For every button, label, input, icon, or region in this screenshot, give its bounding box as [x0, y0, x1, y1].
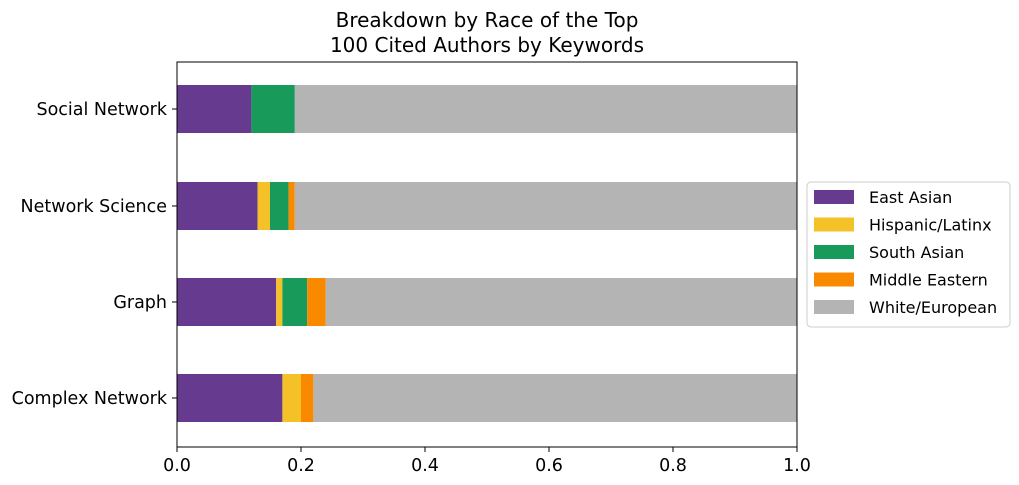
bar-segment-1-3: [251, 85, 295, 133]
bar-segment-4-4: [301, 374, 314, 422]
plot-area-frame: [176, 61, 798, 448]
chart-title-line-2: 100 Cited Authors by Keywords: [330, 33, 644, 57]
legend-label: South Asian: [869, 243, 964, 262]
chart-title: Breakdown by Race of the Top 100 Cited A…: [330, 8, 644, 57]
bar-segment-3-3: [282, 278, 308, 326]
legend-swatch: [814, 272, 854, 287]
x-axis: 0.0 0.2 0.4 0.6 0.8 1.0: [163, 447, 811, 476]
bar-segment-3-4: [307, 278, 326, 326]
y-axis: Social Network Network Science Graph Comple…: [12, 100, 177, 409]
x-tick-label: 0.4: [411, 456, 439, 476]
x-tick-label: 1.0: [783, 456, 811, 476]
bar-segment-2-4: [288, 182, 295, 230]
legend-label: East Asian: [869, 188, 952, 207]
bar-segment-3-2: [276, 278, 283, 326]
y-tick-label: Network Science: [21, 197, 167, 217]
bar-segment-4-1: [177, 374, 283, 422]
y-tick-label: Social Network: [36, 100, 167, 120]
x-tick-label: 0.2: [287, 456, 315, 476]
bar-segment-1-1: [177, 85, 252, 133]
y-tick-label: Graph: [113, 293, 167, 313]
bar-segment-2-3: [270, 182, 289, 230]
legend-swatch: [814, 245, 854, 259]
bar-segment-2-5: [294, 182, 797, 230]
legend-swatch: [814, 190, 854, 204]
bar-segment-1-5: [294, 85, 797, 133]
y-tick-label: Complex Network: [12, 389, 168, 409]
bar-segment-3-5: [325, 278, 797, 326]
bars: [177, 85, 797, 422]
bar-segment-3-1: [177, 278, 277, 326]
bar-segment-2-1: [177, 182, 258, 230]
legend-label: Hispanic/Latinx: [869, 216, 992, 235]
legend-label: Middle Eastern: [869, 271, 988, 290]
legend-frame: [806, 181, 1011, 328]
legend-label: White/European: [869, 298, 997, 317]
bar-segment-2-2: [257, 182, 270, 230]
x-tick-label: 0.0: [163, 456, 191, 476]
x-tick-label: 0.8: [659, 456, 687, 476]
legend-swatch: [814, 300, 854, 314]
x-tick-label: 0.6: [535, 456, 563, 476]
legend-swatch: [814, 217, 854, 232]
legend: East Asian Hispanic/Latinx South Asian Midd…: [806, 181, 1011, 328]
bar-segment-4-2: [282, 374, 301, 422]
bar-segment-4-5: [313, 374, 797, 422]
chart-title-line-1: Breakdown by Race of the Top: [336, 8, 639, 32]
